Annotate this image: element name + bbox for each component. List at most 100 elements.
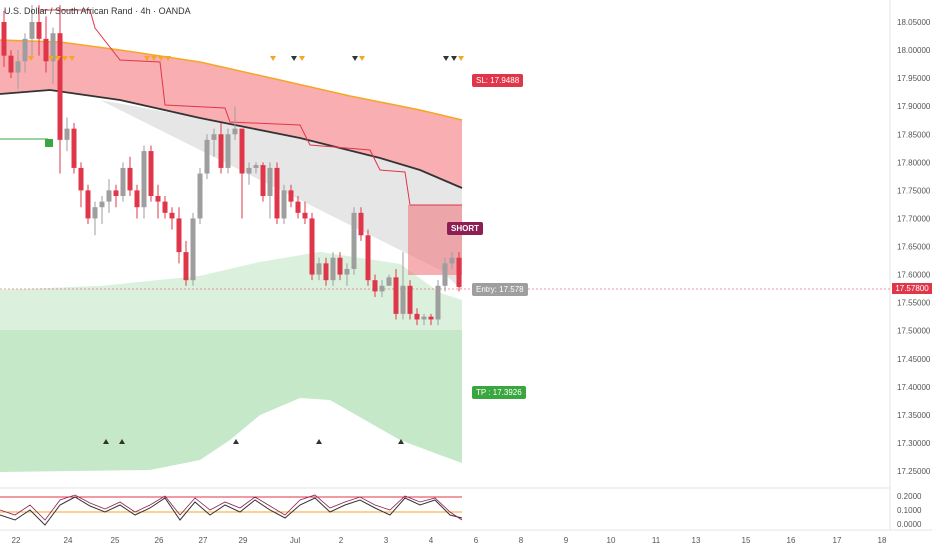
candle-body bbox=[400, 285, 406, 314]
oscillator-line-a bbox=[0, 496, 463, 526]
candle-body bbox=[379, 285, 385, 292]
sell-marker bbox=[270, 56, 276, 61]
price-label: 17.80000 bbox=[897, 158, 931, 167]
candle-body bbox=[260, 165, 266, 196]
candle-body bbox=[239, 128, 245, 174]
stop-loss-zone bbox=[0, 40, 462, 188]
candle-body bbox=[148, 151, 154, 196]
candle-body bbox=[162, 201, 168, 213]
candle-body bbox=[43, 38, 49, 62]
candle-body bbox=[29, 22, 35, 39]
price-label: 17.30000 bbox=[897, 439, 931, 448]
chart-title: U.S. Dollar / South African Rand · 4h · … bbox=[4, 6, 191, 16]
time-label: 11 bbox=[652, 536, 661, 545]
candle-body bbox=[183, 252, 189, 281]
sell-marker bbox=[62, 56, 68, 61]
time-label: 16 bbox=[787, 536, 796, 545]
candle-body bbox=[211, 134, 217, 140]
sell-marker bbox=[69, 56, 75, 61]
candle-body bbox=[134, 190, 140, 208]
candle-body bbox=[295, 201, 301, 213]
sell-marker bbox=[28, 56, 34, 61]
candle-body bbox=[1, 22, 7, 56]
entry-label: Entry: 17.578 bbox=[472, 283, 528, 296]
candle-body bbox=[246, 167, 252, 174]
time-axis-labels: 22 24 25 26 27 29 Jul 2 3 4 6 8 9 10 11 13 15 16 17 18 bbox=[12, 536, 887, 545]
candle-body bbox=[232, 128, 238, 135]
time-label: 6 bbox=[474, 536, 479, 545]
candle-body bbox=[407, 285, 413, 314]
sell-marker bbox=[48, 56, 54, 61]
candle-body bbox=[78, 167, 84, 191]
price-label: 17.70000 bbox=[897, 214, 931, 223]
time-label: 24 bbox=[64, 536, 73, 545]
check-icon bbox=[45, 139, 53, 147]
time-label: 27 bbox=[199, 536, 208, 545]
candle-body bbox=[288, 190, 294, 202]
candle-body bbox=[36, 22, 42, 39]
sell-marker bbox=[458, 56, 464, 61]
candle-body bbox=[50, 33, 56, 62]
time-label: 10 bbox=[607, 536, 616, 545]
time-label: 26 bbox=[155, 536, 164, 545]
candle-body bbox=[176, 218, 182, 253]
price-label: 17.90000 bbox=[897, 102, 931, 111]
candle-body bbox=[204, 139, 210, 174]
candle-body bbox=[421, 316, 427, 320]
price-label: 17.95000 bbox=[897, 74, 931, 83]
time-label: 4 bbox=[429, 536, 434, 545]
price-label: 17.75000 bbox=[897, 186, 931, 195]
price-label: 17.65000 bbox=[897, 243, 931, 252]
candle-body bbox=[267, 167, 273, 196]
candle-body bbox=[225, 134, 231, 168]
candle-body bbox=[372, 280, 378, 292]
sell-marker bbox=[151, 56, 157, 61]
candle-body bbox=[309, 218, 315, 275]
price-label: 17.50000 bbox=[897, 327, 931, 336]
candle-body bbox=[106, 190, 112, 202]
price-label: 17.85000 bbox=[897, 130, 931, 139]
time-label: 17 bbox=[833, 536, 842, 545]
candle-body bbox=[274, 167, 280, 219]
sell-marker bbox=[55, 56, 61, 61]
price-label: 17.60000 bbox=[897, 271, 931, 280]
time-label: 3 bbox=[384, 536, 389, 545]
candle-body bbox=[120, 167, 126, 196]
candle-body bbox=[85, 190, 91, 219]
upper-band-line bbox=[0, 39, 463, 121]
candle-body bbox=[141, 151, 147, 208]
candle-body bbox=[386, 277, 392, 286]
take-profit-zone-fade bbox=[0, 252, 462, 330]
candle-body bbox=[8, 55, 14, 73]
time-label: 8 bbox=[519, 536, 524, 545]
buy-marker bbox=[398, 439, 404, 444]
candle-body bbox=[71, 128, 77, 168]
candle-body bbox=[442, 263, 448, 286]
sell-marker bbox=[352, 56, 358, 61]
candle-body bbox=[99, 201, 105, 208]
sell-marker bbox=[451, 56, 457, 61]
candle-body bbox=[337, 257, 343, 275]
candle-body bbox=[330, 257, 336, 281]
current-price-tag: 17.57800 bbox=[892, 283, 932, 294]
candle-body bbox=[155, 195, 161, 202]
candle-body bbox=[15, 61, 21, 73]
candle-body bbox=[281, 190, 287, 219]
time-label: 18 bbox=[878, 536, 887, 545]
candle-body bbox=[449, 257, 455, 264]
price-label: 17.35000 bbox=[897, 411, 931, 420]
mean-band bbox=[100, 100, 462, 290]
mid-trend-line bbox=[0, 89, 463, 189]
price-axis-labels: 18.05000 18.00000 17.95000 17.90000 17.85000… bbox=[897, 18, 931, 476]
candle-body bbox=[344, 268, 350, 275]
time-label: 22 bbox=[12, 536, 21, 545]
candle-body bbox=[351, 212, 357, 269]
oscillator-line-b bbox=[0, 494, 463, 521]
candle-body bbox=[414, 313, 420, 320]
short-signal-zone bbox=[408, 205, 462, 275]
candle-body bbox=[64, 128, 70, 140]
time-label: 13 bbox=[692, 536, 701, 545]
oscillator-label: 0.0000 bbox=[897, 520, 922, 529]
